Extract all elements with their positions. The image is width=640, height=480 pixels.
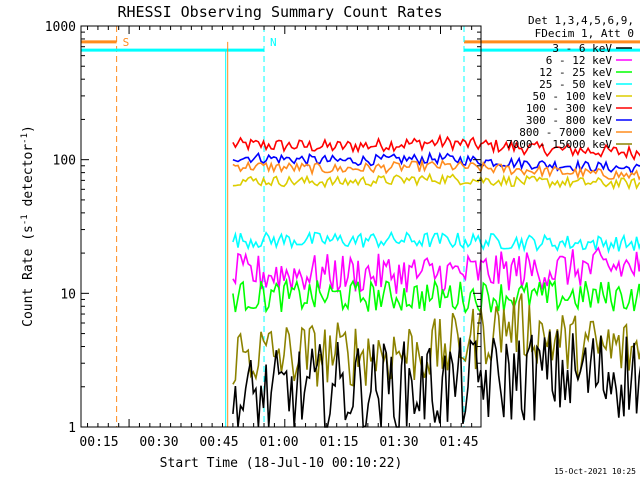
series-line [232,158,640,181]
y-axis-label: Count Rate (s-1 detector-1) [20,125,36,327]
series-line [232,330,640,429]
x-axis-label: Start Time (18-Jul-10 00:10:22) [160,456,403,471]
legend-header-line-1: Det 1,3,4,5,6,9, [528,14,634,27]
plot-frame [80,25,482,428]
series-line [232,246,640,296]
x-tick-label: 01:00 [259,435,298,450]
series-line [232,172,640,191]
x-tick-label: 01:30 [379,435,418,450]
legend-entry-label: 6 - 12 keV [546,54,613,67]
x-tick-label: 01:45 [439,435,478,450]
legend-entry-label: 7000 - 15000 keV [506,138,612,151]
legend-entry-label: 100 - 300 keV [526,102,612,115]
x-tick-label: 00:45 [199,435,238,450]
y-axis: 1 10 100 1000 [45,20,481,436]
series-line [232,133,640,162]
timestamp: 15-Oct-2021 10:25 [554,467,636,476]
y-tick-label: 100 [53,154,76,169]
legend: Det 1,3,4,5,6,9, FDecim 1, Att 0 3 - 6 k… [506,14,634,151]
y-tick-label: 1 [68,421,76,436]
series-line [232,293,640,387]
legend-entry-label: 3 - 6 keV [552,42,612,55]
x-tick-label: 00:30 [139,435,178,450]
series-line [232,277,640,315]
x-axis: 00:15 00:30 00:45 01:00 01:15 01:30 01:45 [79,26,479,450]
marker-label: N [270,36,277,49]
series-line [232,230,640,255]
legend-entry-label: 800 - 7000 keV [519,126,612,139]
marker-label: S [123,36,130,49]
y-tick-label: 10 [60,287,76,302]
chart-title: RHESSI Observing Summary Count Rates [117,3,442,21]
legend-entry-label: 50 - 100 keV [533,90,613,103]
y-tick-label: 1000 [45,20,76,35]
x-tick-label: 01:15 [319,435,358,450]
legend-entry-label: 12 - 25 keV [539,66,612,79]
legend-header-line-2: FDecim 1, Att 0 [535,27,634,40]
x-tick-label: 00:15 [79,435,118,450]
series-line [232,151,640,176]
legend-entry-label: 25 - 50 keV [539,78,612,91]
legend-entry-label: 300 - 800 keV [526,114,612,127]
